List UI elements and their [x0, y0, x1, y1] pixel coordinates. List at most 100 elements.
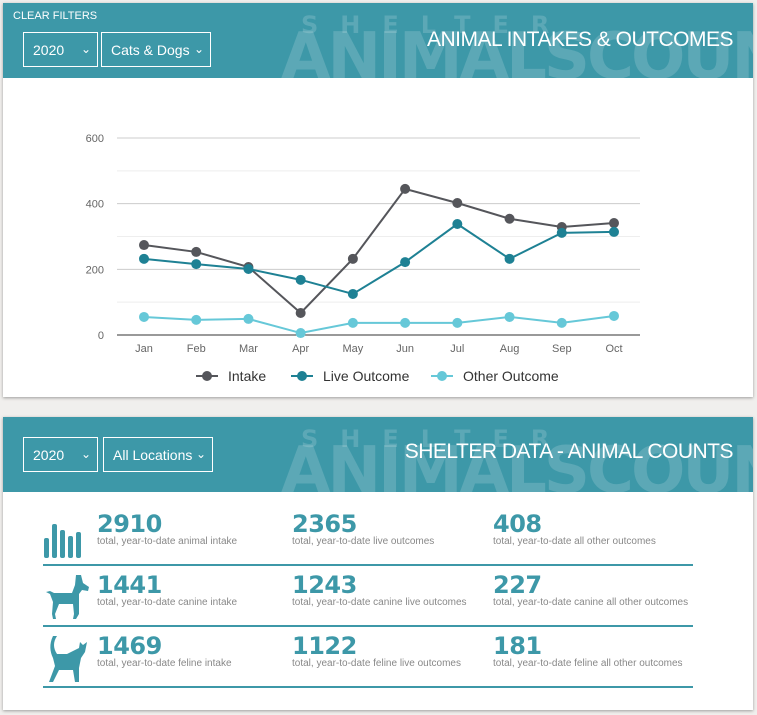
x-tick-label: Oct: [605, 343, 622, 355]
x-tick-label: Jul: [450, 343, 464, 355]
x-tick-label: Feb: [187, 343, 206, 355]
cat-icon: [43, 634, 91, 688]
location-select-value: All Locations: [113, 447, 193, 463]
chevron-down-icon: ⌄: [193, 42, 204, 56]
data-point[interactable]: [191, 314, 202, 325]
year-select-value: 2020: [33, 447, 65, 463]
stat-label: total, year-to-date canine intake: [97, 597, 238, 608]
legend-label: Other Outcome: [463, 368, 559, 384]
legend-marker: [297, 371, 307, 381]
x-tick-label: Aug: [500, 343, 520, 355]
species-select-value: Cats & Dogs: [111, 42, 190, 58]
y-tick-label: 0: [98, 330, 104, 342]
stat-value: 2365: [292, 510, 357, 538]
data-point[interactable]: [452, 317, 463, 328]
location-select[interactable]: All Locations ⌄: [103, 437, 213, 472]
stat: 1441 total, year-to-date canine intake: [97, 571, 237, 608]
count-row: 1469 total, year-to-date feline intake 112…: [43, 632, 693, 688]
stat: 1469 total, year-to-date feline intake: [97, 632, 232, 669]
stat-label: total, year-to-date animal intake: [97, 536, 238, 547]
data-point[interactable]: [191, 246, 202, 257]
data-point[interactable]: [504, 213, 515, 224]
year-select[interactable]: 2020 ⌄: [23, 32, 98, 67]
data-point[interactable]: [504, 253, 515, 264]
data-point[interactable]: [295, 274, 306, 285]
stat: 1122 total, year-to-date feline live outc…: [292, 632, 461, 669]
series-line: [143, 222, 615, 296]
data-point[interactable]: [243, 313, 254, 324]
stat: 2365 total, year-to-date live outcomes: [292, 510, 434, 547]
stat-value: 408: [493, 510, 542, 538]
count-row: 2910 total, year-to-date animal intake 236…: [43, 510, 693, 566]
stat-label: total, year-to-date feline intake: [97, 658, 232, 669]
legend-item[interactable]: Other Outcome: [431, 368, 559, 384]
series-live-outcome: [139, 219, 619, 299]
x-tick-label: Apr: [292, 343, 309, 355]
y-tick-label: 400: [86, 199, 104, 211]
stat: 1243 total, year-to-date canine live outc…: [292, 571, 467, 608]
data-point[interactable]: [191, 259, 202, 270]
data-point[interactable]: [400, 183, 411, 194]
stat-label: total, year-to-date canine live outcomes: [292, 597, 467, 608]
count-row: 1441 total, year-to-date canine intake 124…: [43, 571, 693, 627]
x-tick-label: Jun: [396, 343, 414, 355]
animal-counts-panel: SHELTERANIMALSCOUNT 2020⌄ All Locations⌄…: [3, 417, 753, 710]
x-tick-label: Mar: [239, 343, 258, 355]
y-tick-label: 600: [86, 133, 104, 145]
data-point[interactable]: [400, 317, 411, 328]
legend-label: Intake: [228, 368, 266, 384]
data-point[interactable]: [609, 218, 619, 229]
dog-icon: [43, 573, 91, 627]
data-point[interactable]: [139, 240, 149, 251]
data-point[interactable]: [295, 328, 306, 339]
panel-header: SHELTERANIMALSCOUNT CLEAR FILTERS 2020⌄ …: [3, 3, 753, 78]
clear-filters-link[interactable]: CLEAR FILTERS: [13, 10, 98, 22]
data-point[interactable]: [347, 253, 358, 264]
data-point[interactable]: [243, 264, 254, 275]
data-point[interactable]: [347, 317, 358, 328]
series-line: [143, 314, 615, 335]
data-point[interactable]: [504, 311, 515, 322]
bar-chart-icon: [43, 518, 91, 572]
year-select-value: 2020: [33, 42, 65, 58]
stat: 408 total, year-to-date all other outcome…: [493, 510, 656, 547]
stat-value: 1122: [292, 632, 357, 660]
data-point[interactable]: [609, 226, 619, 237]
stat: 181 total, year-to-date feline all other …: [493, 632, 683, 669]
year-select[interactable]: 2020 ⌄: [23, 437, 98, 472]
data-point[interactable]: [609, 310, 619, 321]
data-point[interactable]: [556, 227, 567, 238]
stat-value: 181: [493, 632, 542, 660]
stat: 2910 total, year-to-date animal intake: [97, 510, 237, 547]
stat-value: 227: [493, 571, 542, 599]
data-point[interactable]: [347, 288, 358, 299]
data-point[interactable]: [452, 219, 463, 230]
stat-label: total, year-to-date canine all other out…: [493, 597, 689, 608]
series-line: [143, 187, 615, 315]
panel-header: SHELTERANIMALSCOUNT 2020⌄ All Locations⌄…: [3, 417, 753, 492]
legend-label: Live Outcome: [323, 368, 410, 384]
chevron-down-icon: ⌄: [80, 447, 91, 461]
legend-item[interactable]: Live Outcome: [291, 368, 410, 384]
stat-value: 2910: [97, 510, 162, 538]
x-tick-label: Jan: [135, 343, 153, 355]
series-other-outcome: [139, 310, 619, 339]
y-tick-label: 200: [86, 264, 104, 276]
data-point[interactable]: [139, 311, 149, 322]
panel-title: SHELTER DATA - ANIMAL COUNTS: [404, 440, 734, 463]
data-point[interactable]: [556, 317, 567, 328]
data-point[interactable]: [139, 253, 149, 264]
stat-value: 1469: [97, 632, 162, 660]
data-point[interactable]: [452, 198, 463, 209]
legend-item[interactable]: Intake: [196, 368, 266, 384]
chevron-down-icon: ⌄: [195, 447, 206, 461]
stat-value: 1441: [97, 571, 162, 599]
data-point[interactable]: [400, 257, 411, 268]
stat-value: 1243: [292, 571, 357, 599]
panel-title: ANIMAL INTAKES & OUTCOMES: [426, 28, 734, 51]
stat-label: total, year-to-date all other outcomes: [493, 536, 656, 547]
species-select[interactable]: Cats & Dogs ⌄: [101, 32, 211, 67]
stat-label: total, year-to-date feline all other out…: [493, 658, 683, 669]
legend-marker: [437, 371, 447, 381]
data-point[interactable]: [295, 308, 306, 319]
